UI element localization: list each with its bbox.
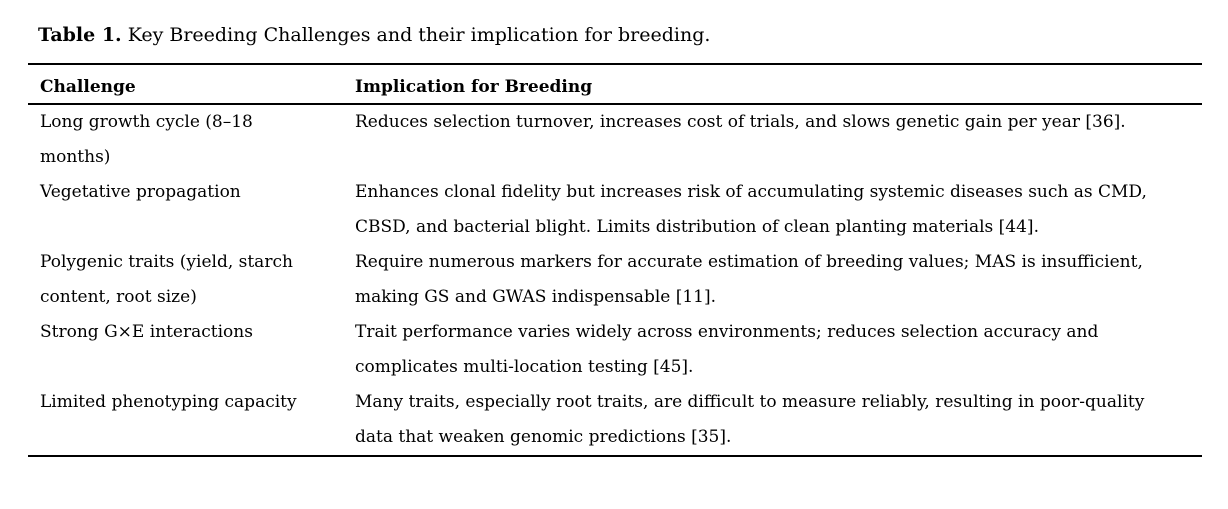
cell-line: Long growth cycle (8–18 — [40, 112, 253, 132]
cell-line: Reduces selection turnover, increases co… — [355, 112, 1126, 132]
cell-line: data that weaken genomic predictions [35… — [355, 427, 732, 447]
implication-cell: Enhances clonal fidelity but increases r… — [355, 175, 1202, 245]
challenge-cell: Limited phenotyping capacity — [28, 385, 355, 456]
column-header-challenge: Challenge — [28, 64, 355, 105]
table-row: Strong G×E interactions Trait performance… — [28, 315, 1202, 385]
cell-line: Many traits, especially root traits, are… — [355, 392, 1145, 412]
table-body: Long growth cycle (8–18 months) Reduces se… — [28, 104, 1202, 456]
cell-line: Require numerous markers for accurate es… — [355, 252, 1143, 272]
cell-line: Vegetative propagation — [40, 182, 241, 202]
table-caption: Table 1. Key Breeding Challenges and thei… — [38, 20, 1228, 50]
table-caption-text: Key Breeding Challenges and their implic… — [127, 24, 711, 46]
table-row: Polygenic traits (yield, starch content, … — [28, 245, 1202, 315]
cell-line: months) — [40, 147, 111, 167]
implication-cell: Reduces selection turnover, increases co… — [355, 104, 1202, 175]
table-row: Limited phenotyping capacity Many traits,… — [28, 385, 1202, 456]
table-caption-number: Table 1. — [38, 24, 122, 46]
cell-line: Polygenic traits (yield, starch — [40, 252, 293, 272]
challenge-cell: Strong G×E interactions — [28, 315, 355, 385]
challenge-cell: Vegetative propagation — [28, 175, 355, 245]
cell-line: Enhances clonal fidelity but increases r… — [355, 182, 1147, 202]
cell-line: complicates multi-location testing [45]. — [355, 357, 694, 377]
table-row: Vegetative propagation Enhances clonal fi… — [28, 175, 1202, 245]
cell-line: Trait performance varies widely across e… — [355, 322, 1099, 342]
table-row: Long growth cycle (8–18 months) Reduces se… — [28, 104, 1202, 175]
cell-line: CBSD, and bacterial blight. Limits distr… — [355, 217, 1039, 237]
challenge-cell: Long growth cycle (8–18 months) — [28, 104, 355, 175]
cell-line: content, root size) — [40, 287, 197, 307]
cell-line: Strong G×E interactions — [40, 322, 253, 342]
cell-line: making GS and GWAS indispensable [11]. — [355, 287, 717, 307]
challenge-cell: Polygenic traits (yield, starch content, … — [28, 245, 355, 315]
column-header-implication: Implication for Breeding — [355, 64, 1202, 105]
implication-cell: Trait performance varies widely across e… — [355, 315, 1202, 385]
table-header-row: Challenge Implication for Breeding — [28, 64, 1202, 105]
breeding-challenges-table: Challenge Implication for Breeding Long … — [28, 63, 1202, 457]
table-header: Challenge Implication for Breeding — [28, 64, 1202, 105]
cell-line: Limited phenotyping capacity — [40, 392, 297, 412]
implication-cell: Require numerous markers for accurate es… — [355, 245, 1202, 315]
implication-cell: Many traits, especially root traits, are… — [355, 385, 1202, 456]
